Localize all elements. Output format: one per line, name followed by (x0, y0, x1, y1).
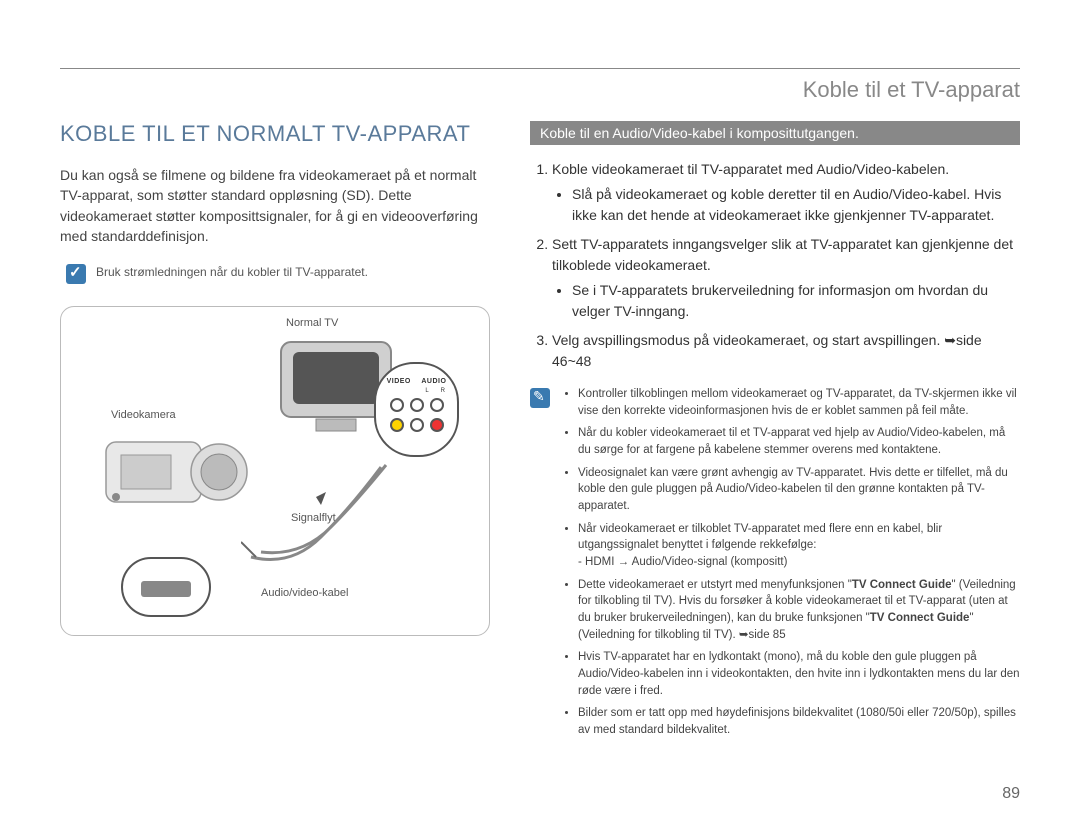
note-icon (530, 388, 550, 408)
tip-item: Videosignalet kan være grønt avhengig av… (578, 465, 1020, 515)
step-1: Koble videokameraet til TV-apparatet med… (552, 159, 1020, 226)
tip-sub-item: HDMI → Audio/Video-signal (kompositt) (578, 554, 1020, 571)
check-icon (66, 264, 86, 284)
av-plugs-callout: VIDEO AUDIO L R (374, 362, 459, 457)
header-rule (60, 68, 1020, 69)
tip-item: Dette videokameraet er utstyrt med menyf… (578, 577, 1020, 644)
plug-red (430, 418, 444, 432)
plug-socket (430, 398, 444, 412)
plug-socket (410, 398, 424, 412)
step-2-sub: Se i TV-apparatets brukerveiledning for … (572, 280, 1020, 322)
tip-item: Kontroller tilkoblingen mellom videokame… (578, 386, 1020, 419)
sub-heading: Koble til en Audio/Video-kabel i komposi… (530, 121, 1020, 145)
plug-label-l: L (425, 388, 428, 394)
step-3: Velg avspillingsmodus på videokameraet, … (552, 330, 1020, 372)
tip-item: Når du kobler videokameraet til et TV-ap… (578, 425, 1020, 458)
steps-list: Koble videokameraet til TV-apparatet med… (530, 159, 1020, 372)
plug-label-video: VIDEO (387, 378, 411, 385)
diagram-label-tv: Normal TV (286, 317, 338, 329)
power-note-text: Bruk strømledningen når du kobler til TV… (96, 264, 368, 281)
hdmi-connector-callout (121, 557, 211, 617)
plug-label-audio: AUDIO (421, 378, 446, 385)
intro-paragraph: Du kan også se filmene og bildene fra vi… (60, 165, 490, 246)
plug-socket (390, 398, 404, 412)
tips-block: Kontroller tilkoblingen mellom videokame… (530, 386, 1020, 745)
tip-item: Når videokameraet er tilkoblet TV-appara… (578, 521, 1020, 571)
plug-white (410, 418, 424, 432)
diagram-label-cable: Audio/video-kabel (261, 587, 348, 599)
page-header-title: Koble til et TV-apparat (60, 77, 1020, 103)
step-1-sub: Slå på videokameraet og koble deretter t… (572, 184, 1020, 226)
section-title: KOBLE TIL ET NORMALT TV-APPARAT (60, 121, 490, 147)
step-2: Sett TV-apparatets inngangsvelger slik a… (552, 234, 1020, 322)
cable-illustration (241, 457, 421, 577)
tip-item: Hvis TV-apparatet har en lydkontakt (mon… (578, 649, 1020, 699)
page-number: 89 (1002, 785, 1020, 803)
plug-yellow (390, 418, 404, 432)
connection-diagram: Normal TV Videokamera Signalflyt Audio/v… (60, 306, 490, 636)
diagram-label-camcorder: Videokamera (111, 409, 176, 421)
tip-item: Bilder som er tatt opp med høydefinisjon… (578, 705, 1020, 738)
power-note: Bruk strømledningen når du kobler til TV… (60, 264, 490, 284)
plug-label-r: R (441, 388, 445, 394)
camcorder-illustration (101, 427, 251, 517)
